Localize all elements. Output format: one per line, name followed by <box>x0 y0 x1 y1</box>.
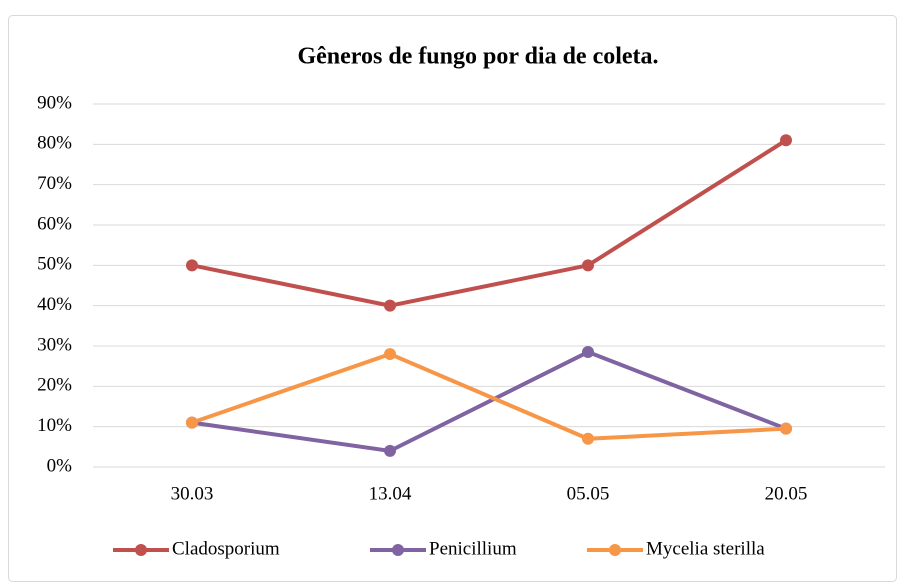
x-tick-label: 13.04 <box>369 483 412 504</box>
y-tick-label: 30% <box>37 334 72 355</box>
legend-marker <box>392 544 404 556</box>
data-point <box>780 134 792 147</box>
y-tick-label: 80% <box>37 133 72 154</box>
data-point <box>384 348 396 361</box>
legend-marker <box>135 544 147 556</box>
y-tick-label: 0% <box>47 455 73 476</box>
series-line <box>190 352 788 441</box>
legend-label: Cladosporium <box>172 538 280 559</box>
x-tick-label: 20.05 <box>765 483 808 504</box>
series-line <box>190 138 788 308</box>
data-point <box>186 416 198 429</box>
chart-frame <box>8 15 897 582</box>
legend-label: Mycelia sterilla <box>646 538 765 559</box>
data-point <box>582 259 594 272</box>
y-tick-label: 60% <box>37 213 72 234</box>
data-point <box>582 346 594 359</box>
x-tick-label: 30.03 <box>171 483 214 504</box>
data-point <box>384 299 396 312</box>
legend-marker <box>609 544 621 556</box>
y-tick-label: 40% <box>37 294 72 315</box>
data-point <box>186 259 198 272</box>
x-tick-label: 05.05 <box>567 483 610 504</box>
legend-label: Penicillium <box>429 538 517 559</box>
y-tick-label: 70% <box>37 173 72 194</box>
y-tick-label: 90% <box>37 92 72 113</box>
data-point <box>384 444 396 457</box>
data-point <box>582 432 594 445</box>
data-point <box>780 422 792 435</box>
series-line <box>190 350 788 453</box>
chart-title: Gêneros de fungo por dia de coleta. <box>297 44 658 70</box>
y-tick-label: 20% <box>37 375 72 396</box>
y-tick-label: 50% <box>37 254 72 275</box>
y-tick-label: 10% <box>37 415 72 436</box>
